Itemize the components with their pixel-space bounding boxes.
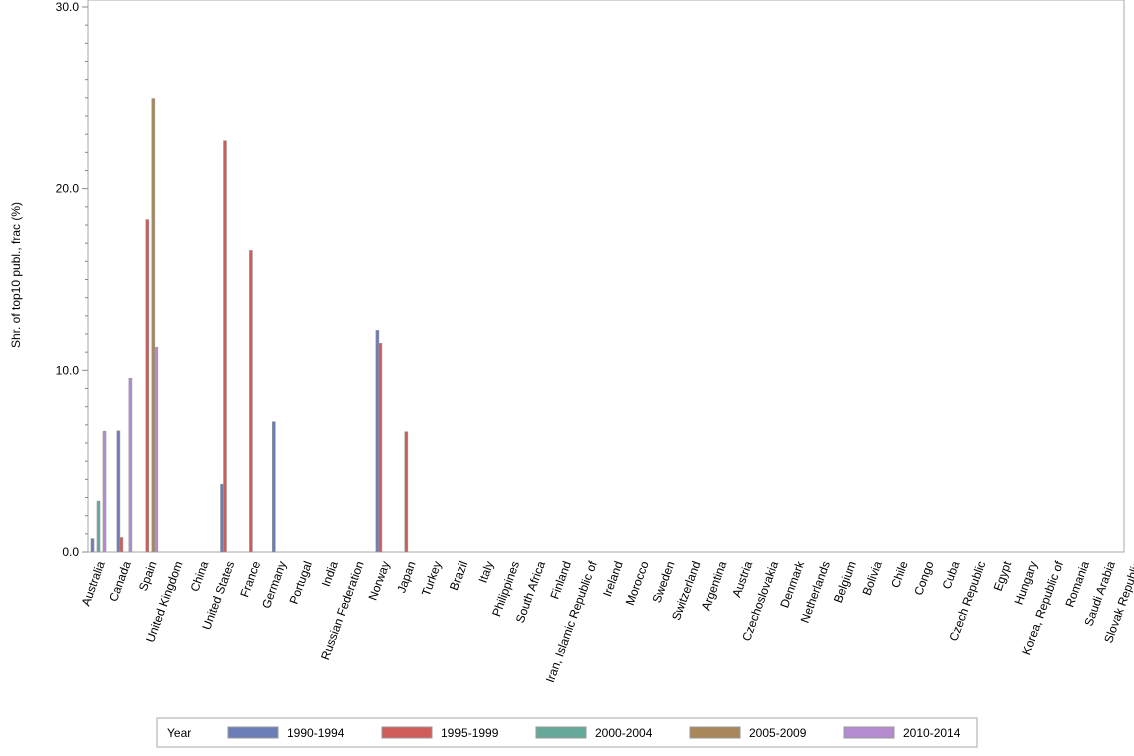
legend-label: 1995-1999: [441, 726, 499, 740]
legend-swatch: [227, 726, 279, 739]
x-tick-label: Romania: [1062, 559, 1092, 609]
x-tick-label: Hungary: [1011, 559, 1040, 606]
x-tick-label: China: [187, 559, 211, 594]
bar-1995-1999: [119, 537, 124, 553]
x-tick-label: Belgium: [831, 559, 859, 605]
x-tick-label: Canada: [106, 559, 134, 604]
y-axis-label: Shr. of top10 publ., frac (%): [9, 202, 23, 348]
y-tick-label: 30.0: [56, 0, 80, 14]
bar-2010-2014: [102, 430, 107, 553]
x-tick-label: Egypt: [991, 559, 1015, 593]
legend-label: 2005-2009: [749, 726, 807, 740]
bar-2010-2014: [128, 378, 133, 553]
x-tick-label: Austria: [729, 559, 755, 599]
x-tick-label: Bolivia: [860, 559, 885, 597]
x-tick-label: Brazil: [447, 559, 470, 592]
legend-swatch: [843, 726, 895, 739]
legend-title: Year: [167, 726, 191, 740]
x-tick-label: Japan: [394, 559, 418, 595]
bar-2000-2004: [96, 500, 101, 553]
x-tick-label: Morocco: [623, 559, 652, 607]
x-tick-label: Congo: [911, 559, 936, 597]
bar-1990-1994: [90, 538, 95, 553]
x-tick-label: Australia: [79, 559, 108, 608]
x-tick-label: India: [319, 559, 341, 589]
bar-1995-1999: [404, 431, 409, 553]
legend-label: 2010-2014: [903, 726, 961, 740]
x-tick-label: Chile: [888, 559, 911, 590]
y-tick-label: 10.0: [56, 363, 80, 377]
plot-frame: [87, 0, 1125, 553]
bar-1990-1994: [116, 430, 121, 553]
x-tick-label: Spain: [136, 559, 160, 593]
x-tick-label: Finland: [547, 559, 574, 601]
x-tick-label: Norway: [366, 559, 393, 602]
bar-1990-1994: [271, 421, 276, 553]
x-tick-label: Portugal: [287, 559, 315, 606]
x-tick-label: Turkey: [419, 559, 445, 598]
legend-swatch: [381, 726, 433, 739]
x-tick-label: Sweden: [650, 559, 678, 605]
bar-2010-2014: [154, 346, 159, 553]
legend-swatch: [689, 726, 741, 739]
bar-1990-1994: [375, 330, 380, 553]
legend-swatch: [535, 726, 587, 739]
x-tick-label: Argentina: [699, 559, 730, 612]
x-tick-label: Germany: [259, 559, 289, 610]
legend-label: 2000-2004: [595, 726, 653, 740]
bar-1990-1994: [220, 483, 224, 553]
y-tick-label: 20.0: [56, 182, 80, 196]
bar-1995-1999: [223, 140, 227, 553]
bar-1995-1999: [145, 219, 150, 553]
bar-1995-1999: [378, 342, 383, 553]
bar-2005-2009: [151, 98, 156, 553]
x-tick-label: Denmark: [777, 558, 807, 609]
x-tick-label: Cuba: [940, 559, 963, 591]
legend-label: 1990-1994: [287, 726, 345, 740]
y-tick-label: 0.0: [62, 545, 79, 559]
bar-1995-1999: [249, 250, 253, 553]
x-tick-label: Italy: [476, 559, 497, 584]
x-tick-label: Ireland: [600, 559, 626, 598]
x-tick-label: France: [237, 559, 263, 599]
x-tick-label: Iran, Islamic Republic of: [543, 559, 600, 685]
